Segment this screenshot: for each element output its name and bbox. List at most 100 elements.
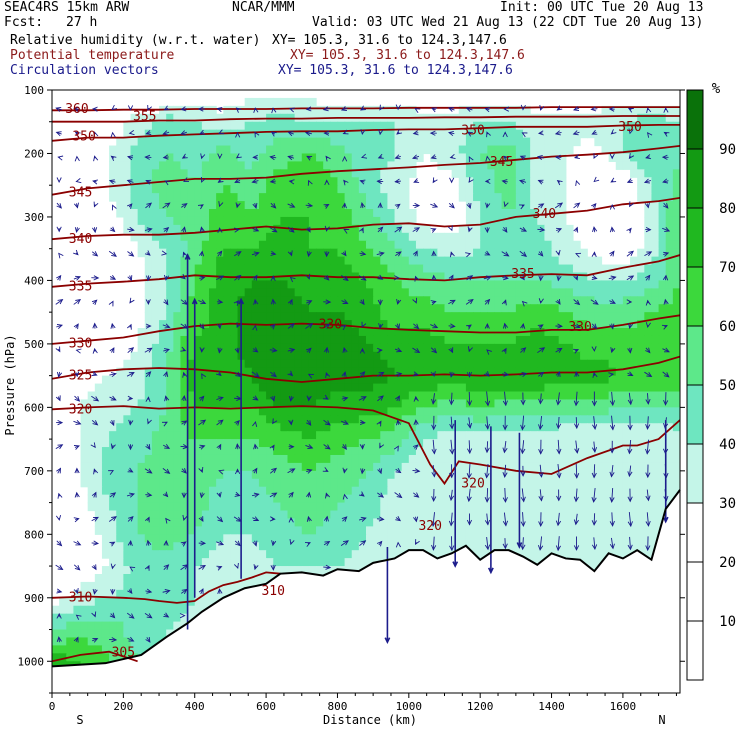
rh-cell [223, 193, 231, 202]
rh-cell [359, 146, 367, 155]
rh-cell [273, 503, 281, 512]
rh-cell [630, 376, 638, 385]
rh-cell [552, 344, 560, 353]
rh-cell [380, 241, 388, 250]
rh-cell [209, 153, 217, 162]
rh-cell [544, 479, 552, 488]
rh-cell [402, 487, 410, 496]
rh-cell [480, 209, 488, 218]
rh-cell [494, 146, 502, 155]
rh-cell [452, 304, 460, 313]
rh-cell [530, 606, 538, 615]
rh-cell [145, 582, 153, 591]
rh-cell [259, 614, 267, 623]
rh-cell [623, 487, 631, 496]
rh-cell [223, 439, 231, 448]
rh-cell [587, 265, 595, 274]
rh-cell [359, 217, 367, 226]
rh-cell [266, 138, 274, 147]
rh-cell [295, 415, 303, 424]
rh-cell [352, 455, 360, 464]
rh-cell [209, 566, 217, 575]
rh-cell [380, 360, 388, 369]
rh-cell [502, 146, 510, 155]
rh-cell [609, 558, 617, 567]
rh-cell [544, 606, 552, 615]
rh-cell [352, 304, 360, 313]
rh-cell [116, 479, 124, 488]
rh-cell [580, 344, 588, 353]
rh-cell [152, 574, 160, 583]
rh-cell [409, 146, 417, 155]
rh-cell [659, 288, 667, 297]
rh-cell [666, 550, 674, 559]
rh-cell [445, 614, 453, 623]
rh-cell [323, 193, 331, 202]
rh-cell [152, 320, 160, 329]
rh-cell [330, 614, 338, 623]
rh-cell [259, 122, 267, 131]
rh-cell [502, 558, 510, 567]
rh-cell [238, 217, 246, 226]
rh-cell [552, 392, 560, 401]
rh-cell [138, 153, 146, 162]
rh-cell [366, 526, 374, 535]
rh-cell [216, 114, 224, 123]
rh-cell [530, 288, 538, 297]
rh-cell [309, 542, 317, 551]
rh-cell [402, 312, 410, 321]
rh-cell [651, 566, 659, 575]
rh-cell [594, 479, 602, 488]
rh-cell [502, 336, 510, 345]
rh-cell [366, 225, 374, 234]
rh-cell [316, 550, 324, 559]
rh-cell [644, 241, 652, 250]
rh-cell [273, 336, 281, 345]
rh-cell [373, 225, 381, 234]
rh-cell [673, 550, 681, 559]
rh-cell [230, 431, 238, 440]
rh-cell [430, 360, 438, 369]
rh-cell [352, 614, 360, 623]
rh-cell [138, 558, 146, 567]
rh-cell [544, 114, 552, 123]
rh-cell [366, 495, 374, 504]
rh-cell [509, 352, 517, 361]
rh-cell [81, 455, 89, 464]
rh-cell [302, 272, 310, 281]
rh-cell [387, 288, 395, 297]
rh-cell [566, 511, 574, 520]
rh-cell [423, 606, 431, 615]
rh-cell [316, 296, 324, 305]
rh-cell [666, 566, 674, 575]
rh-cell [630, 487, 638, 496]
rh-cell [573, 241, 581, 250]
rh-cell [295, 423, 303, 432]
rh-cell [166, 241, 174, 250]
rh-cell [173, 241, 181, 250]
rh-cell [523, 146, 531, 155]
rh-cell [330, 241, 338, 250]
rh-cell [523, 518, 531, 527]
rh-cell [630, 392, 638, 401]
rh-cell [302, 384, 310, 393]
rh-cell [259, 296, 267, 305]
rh-cell [145, 209, 153, 218]
rh-cell [202, 185, 210, 194]
rh-cell [173, 526, 181, 535]
rh-cell [280, 392, 288, 401]
rh-cell [423, 423, 431, 432]
rh-cell [544, 598, 552, 607]
rh-cell [502, 479, 510, 488]
rh-cell [395, 479, 403, 488]
rh-cell [559, 598, 567, 607]
rh-cell [494, 209, 502, 218]
rh-cell [637, 503, 645, 512]
rh-cell [202, 312, 210, 321]
rh-cell [630, 352, 638, 361]
rh-cell [288, 590, 296, 599]
rh-cell [516, 407, 524, 416]
rh-cell [202, 455, 210, 464]
rh-cell [437, 503, 445, 512]
rh-cell [245, 233, 253, 242]
